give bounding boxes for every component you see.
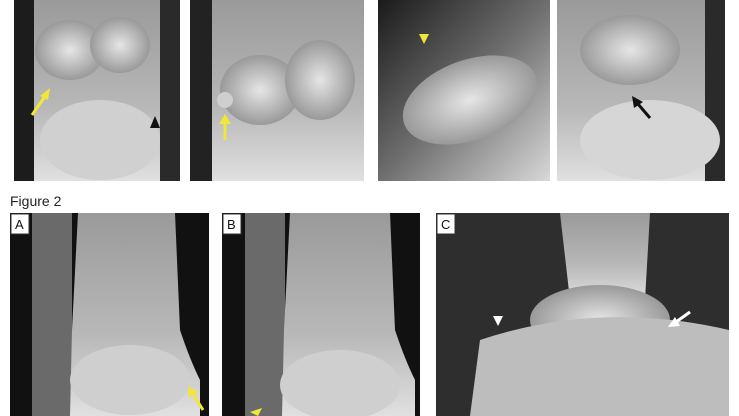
panel-label: A xyxy=(15,217,24,232)
xray-top-4 xyxy=(557,0,725,181)
xray-top-3 xyxy=(378,0,550,181)
panel-a: A xyxy=(10,213,209,416)
xray-top-1 xyxy=(14,0,180,181)
panel-label: C xyxy=(441,217,450,232)
panel-label: B xyxy=(227,217,236,232)
figure-caption: Figure 2 xyxy=(10,193,62,209)
panel-c: C xyxy=(436,213,729,416)
xray-top-2 xyxy=(190,0,364,181)
panel-b: B xyxy=(222,213,420,416)
